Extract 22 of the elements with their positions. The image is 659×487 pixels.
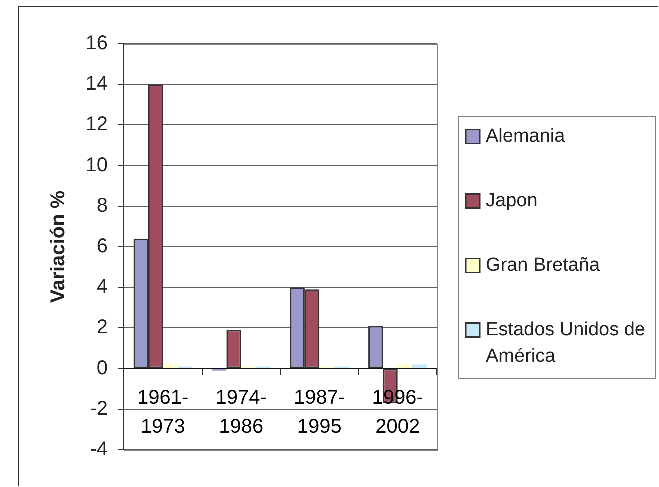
y-tick-label: 4 [96,276,108,298]
y-tick-label: 6 [96,236,108,258]
x-tick-label: 1961-1973 [138,386,189,438]
bar [163,364,178,368]
y-tick-label: 14 [86,73,108,96]
y-axis-title: Variación % [48,190,70,304]
y-tick-label: 10 [86,154,108,176]
y-tick-label: 12 [86,114,108,136]
y-tick-label: 0 [96,357,108,380]
x-tick-label: 1987-1995 [294,386,346,438]
y-tick-label: 2 [96,316,108,339]
legend-label: Gran Bretaña [486,254,600,276]
legend-label: Estados Unidos de América [486,319,646,367]
y-tick-label: -4 [90,438,108,461]
legend-label: Alemania [486,126,566,147]
bar [398,364,413,368]
x-tick-label: 1974-1986 [216,386,267,438]
y-tick-label: -2 [90,398,108,420]
bar [412,364,428,368]
y-tick-label: 16 [86,32,108,55]
legend-label: Japon [486,190,538,212]
y-tick-label: 8 [96,194,108,217]
